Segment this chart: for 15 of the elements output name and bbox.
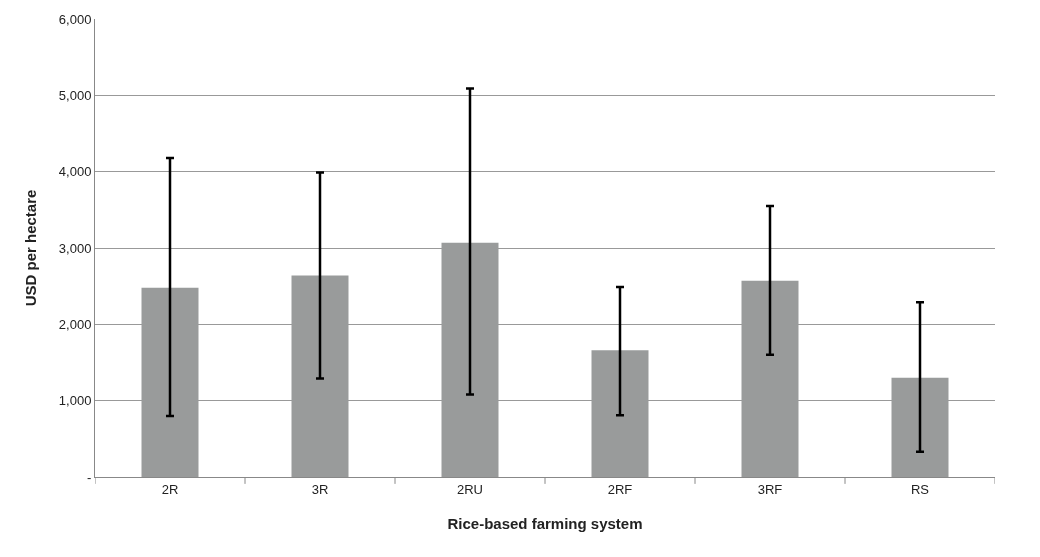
x-axis-title: Rice-based farming system <box>447 514 643 532</box>
x-tick-label: 2R <box>161 481 179 497</box>
y-tick-label: 4,000 <box>58 164 92 180</box>
y-axis-title: USD per hectare <box>22 189 40 307</box>
x-tick-label: 2RU <box>456 481 484 497</box>
x-tick-label: 3RF <box>757 481 783 497</box>
y-tick-label: 1,000 <box>58 393 92 409</box>
y-tick-label: 5,000 <box>58 87 92 103</box>
x-tick-label: 3R <box>311 481 329 497</box>
y-tick-label: 6,000 <box>58 11 92 27</box>
y-tick-label: - <box>87 469 92 485</box>
x-tick-label: 2RF <box>607 481 633 497</box>
y-tick-label: 2,000 <box>58 316 92 332</box>
x-tick-label: RS <box>910 481 930 497</box>
y-tick-label: 3,000 <box>58 240 92 256</box>
